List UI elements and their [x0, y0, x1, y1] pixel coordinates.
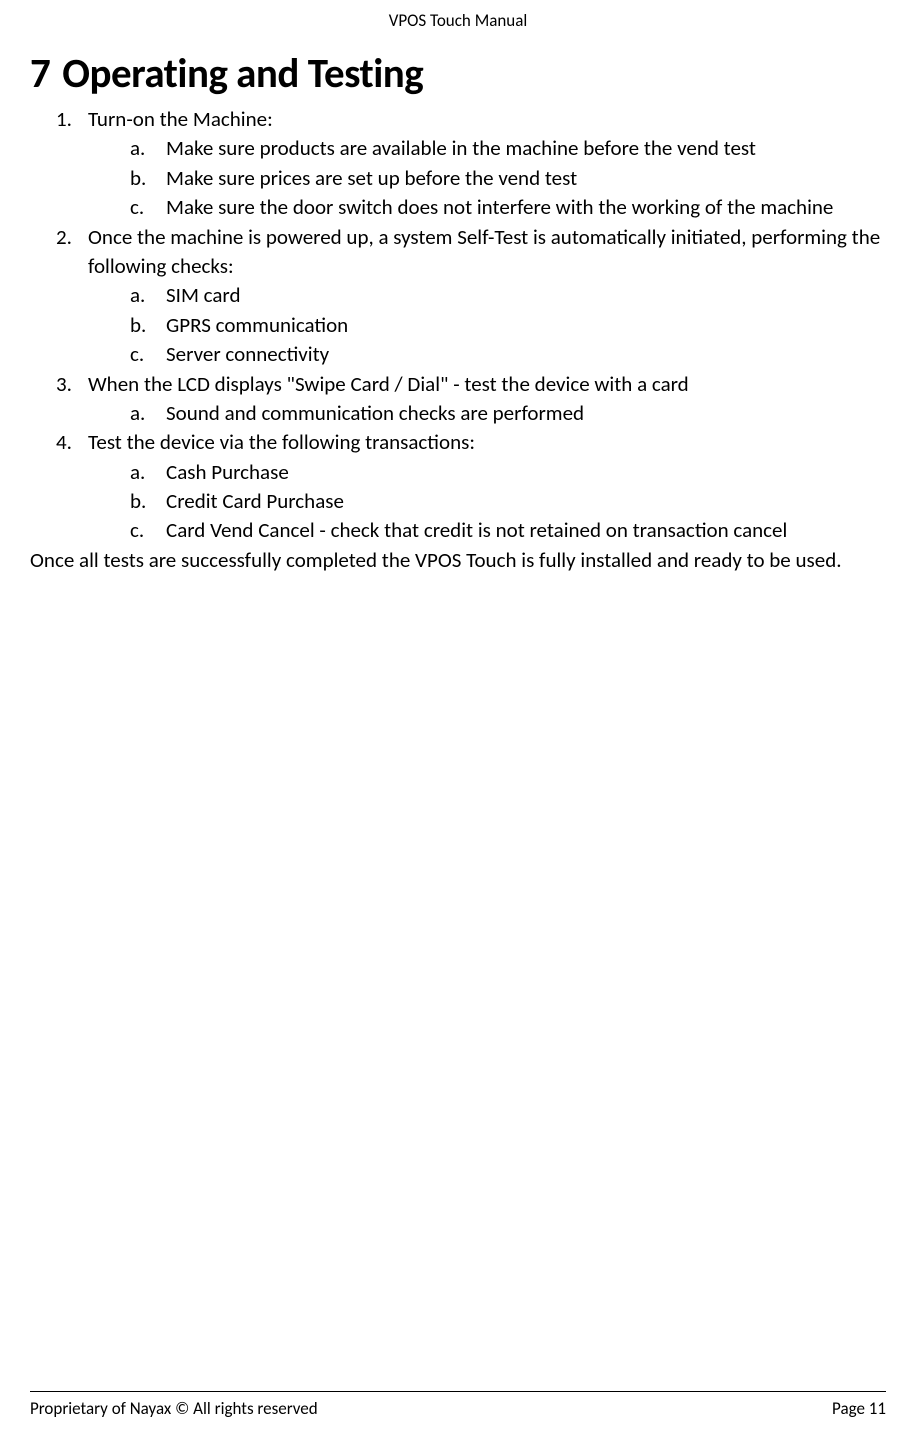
list-item: a. Cash Purchase: [88, 458, 886, 487]
list-item: b. Credit Card Purchase: [88, 487, 886, 516]
list-text: Turn-on the Machine:: [88, 106, 273, 132]
heading-number: 7: [30, 49, 50, 99]
closing-text: Once all tests are successfully complete…: [30, 546, 886, 575]
list-text: Server connectivity: [166, 341, 329, 367]
document-header: VPOS Touch Manual: [30, 10, 886, 31]
list-text: Cash Purchase: [166, 459, 289, 485]
list-marker: c.: [130, 340, 144, 369]
list-text: Credit Card Purchase: [166, 488, 344, 514]
list-marker: b.: [130, 487, 146, 516]
list-marker: a.: [130, 134, 145, 163]
list-item: b. GPRS communication: [88, 311, 886, 340]
list-text: Test the device via the following transa…: [88, 429, 475, 455]
list-item: 2. Once the machine is powered up, a sys…: [30, 223, 886, 370]
list-text: Make sure prices are set up before the v…: [166, 165, 577, 191]
sub-list: a. Cash Purchase b. Credit Card Purchase c…: [88, 458, 886, 546]
list-text: SIM card: [166, 282, 240, 308]
numbered-list: 1. Turn-on the Machine: a. Make sure prod…: [30, 105, 886, 546]
body-content: 1. Turn-on the Machine: a. Make sure prod…: [30, 105, 886, 575]
list-marker: 3.: [56, 370, 72, 399]
list-item: c. Make sure the door switch does not int…: [88, 193, 886, 222]
list-marker: a.: [130, 458, 145, 487]
list-text: Make sure products are available in the …: [166, 135, 756, 161]
list-marker: a.: [130, 399, 145, 428]
list-text: Card Vend Cancel - check that credit is …: [166, 517, 787, 543]
page-container: VPOS Touch Manual 7Operating and Testing…: [0, 0, 916, 1439]
list-item: a. SIM card: [88, 281, 886, 310]
list-marker: a.: [130, 281, 145, 310]
list-text: Sound and communication checks are perfo…: [166, 400, 584, 426]
footer-divider: [30, 1391, 886, 1392]
header-title: VPOS Touch Manual: [389, 10, 528, 31]
list-marker: c.: [130, 193, 144, 222]
list-text: Once the machine is powered up, a system…: [88, 224, 880, 279]
list-item: 3. When the LCD displays "Swipe Card / D…: [30, 370, 886, 429]
page-footer: Proprietary of Nayax © All rights reserv…: [30, 1391, 886, 1419]
list-item: 4. Test the device via the following tra…: [30, 428, 886, 546]
list-item: 1. Turn-on the Machine: a. Make sure prod…: [30, 105, 886, 223]
section-heading: 7Operating and Testing: [30, 49, 886, 99]
list-marker: 4.: [56, 428, 72, 457]
list-item: c. Server connectivity: [88, 340, 886, 369]
list-marker: b.: [130, 311, 146, 340]
list-marker: 2.: [56, 223, 72, 252]
list-item: a. Sound and communication checks are per…: [88, 399, 886, 428]
heading-title: Operating and Testing: [62, 49, 423, 99]
list-marker: b.: [130, 164, 146, 193]
footer-content: Proprietary of Nayax © All rights reserv…: [30, 1398, 886, 1419]
list-item: b. Make sure prices are set up before the…: [88, 164, 886, 193]
list-marker: c.: [130, 516, 144, 545]
sub-list: a. SIM card b. GPRS communication c. Server…: [88, 281, 886, 369]
list-text: When the LCD displays "Swipe Card / Dial…: [88, 371, 689, 397]
list-item: a. Make sure products are available in th…: [88, 134, 886, 163]
footer-left: Proprietary of Nayax © All rights reserv…: [30, 1398, 318, 1419]
list-text: Make sure the door switch does not inter…: [166, 194, 833, 220]
sub-list: a. Sound and communication checks are per…: [88, 399, 886, 428]
list-text: GPRS communication: [166, 312, 348, 338]
footer-right: Page 11: [832, 1398, 886, 1419]
sub-list: a. Make sure products are available in th…: [88, 134, 886, 222]
list-marker: 1.: [56, 105, 72, 134]
list-item: c. Card Vend Cancel - check that credit i…: [88, 516, 886, 545]
